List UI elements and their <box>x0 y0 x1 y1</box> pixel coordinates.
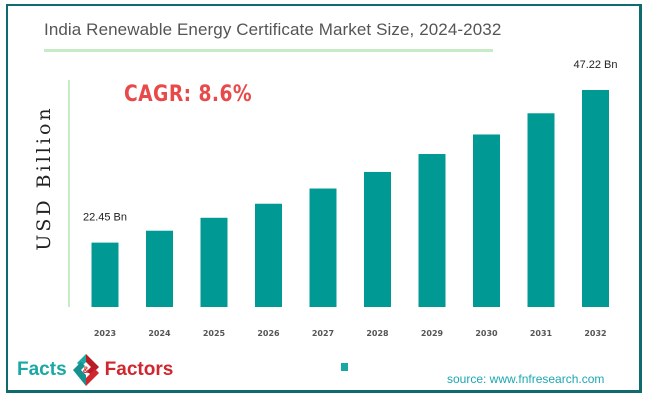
x-tick-label: 2032 <box>584 329 606 338</box>
source-text: source: www.fnfresearch.com <box>447 372 605 386</box>
title-underline <box>44 49 493 52</box>
facts-factors-logo: Facts & Factors <box>17 352 173 388</box>
data-label: 22.45 Bn <box>83 212 127 224</box>
svg-text:&: & <box>82 365 89 375</box>
bar-2029 <box>418 154 446 307</box>
x-tick-label: 2027 <box>312 329 334 338</box>
x-tick-label: 2031 <box>530 329 553 338</box>
bar-2026 <box>255 203 282 307</box>
bar-2025 <box>200 217 228 307</box>
x-tick-label: 2025 <box>203 329 226 338</box>
data-label: 47.22 Bn <box>573 59 617 71</box>
logo-text-facts: Facts <box>17 359 67 380</box>
x-tick-label: 2030 <box>475 329 498 338</box>
bar-2028 <box>364 171 391 307</box>
bar-2027 <box>309 188 337 307</box>
chart-title: India Renewable Energy Certificate Marke… <box>44 20 502 39</box>
bar-2024 <box>146 230 173 307</box>
bar-2030 <box>473 134 500 307</box>
x-tick-label: 2026 <box>257 329 280 338</box>
bar-2032 <box>582 90 609 307</box>
chart-frame <box>6 4 642 393</box>
cagr-annotation: CAGR: 8.6% <box>124 82 253 107</box>
bar-2031 <box>527 113 555 307</box>
x-tick-label: 2024 <box>148 329 171 338</box>
bar-2023 <box>91 242 119 307</box>
x-tick-label: 2028 <box>366 329 389 338</box>
x-tick-label: 2023 <box>94 329 116 338</box>
legend-swatch <box>341 363 348 371</box>
logo-text-factors: Factors <box>104 359 174 380</box>
x-tick-label: 2029 <box>421 329 444 338</box>
logo-diamond-icon: & <box>72 354 99 386</box>
